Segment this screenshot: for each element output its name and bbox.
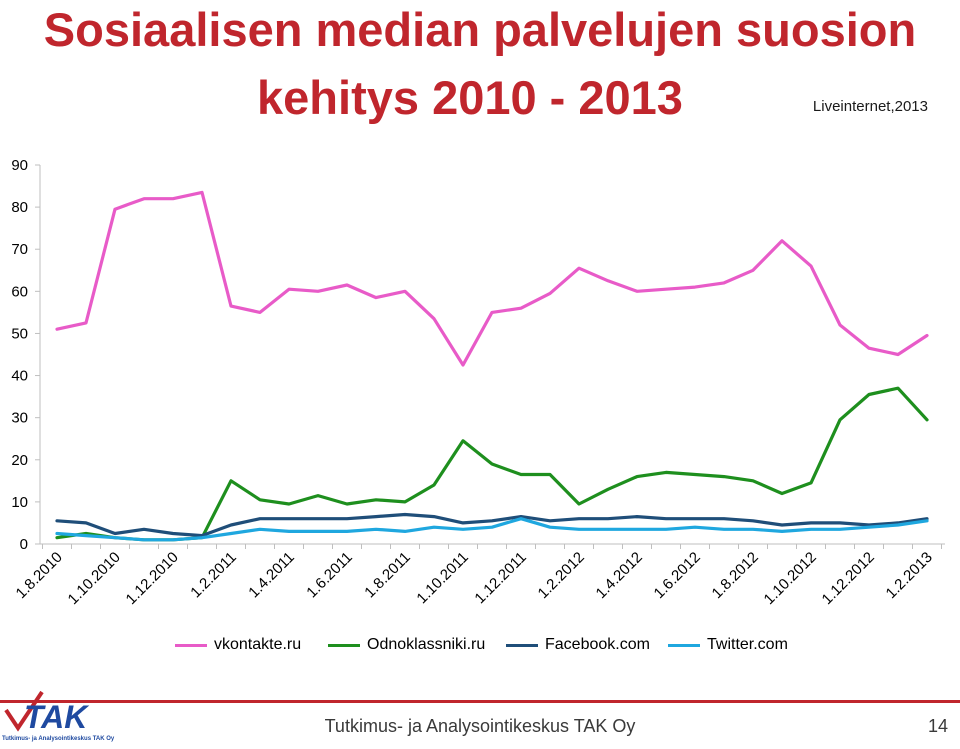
y-tick-label: 40: [11, 368, 28, 385]
legend-swatch-odnoklassniki: [328, 643, 360, 647]
footer-divider: [0, 700, 960, 703]
x-tick-label: 1.10.2010: [65, 549, 124, 608]
y-tick-label: 0: [20, 536, 28, 553]
x-tick-label: 1.4.2011: [245, 549, 298, 602]
y-tick-label: 50: [11, 325, 28, 342]
legend-swatch-twitter: [668, 643, 700, 647]
x-tick-label: 1.4.2012: [593, 549, 646, 602]
x-tick-label: 1.2.2011: [187, 549, 240, 602]
x-tick-label: 1.2.2013: [883, 549, 936, 602]
y-tick-label: 10: [11, 494, 28, 511]
x-tick-label: 1.6.2011: [303, 549, 356, 602]
series-layer: [55, 190, 929, 542]
legend-label-facebook: Facebook.com: [545, 636, 650, 653]
series-line-vkontakte-ru: [55, 190, 929, 367]
legend-item-vkontakte: vkontakte.ru: [175, 636, 301, 654]
chart-title-line-1: Sosiaalisen median palvelujen suosion: [43, 3, 917, 56]
page-number: 14: [927, 716, 948, 736]
chart-axes: [35, 164, 945, 549]
y-tick-label: 80: [11, 199, 28, 216]
logo-subtext: Tutkimus- ja Analysointikeskus TAK Oy: [2, 736, 115, 742]
x-tick-label: 1.8.2010: [13, 549, 66, 602]
y-tick-label: 70: [11, 241, 28, 258]
y-tick-label: 20: [11, 452, 28, 469]
chart-title-line-2: kehitys 2010 - 2013: [257, 71, 683, 124]
x-tick-label: 1.10.2011: [413, 549, 471, 607]
tak-logo: TAK: [4, 690, 90, 735]
x-tick-label: 1.2.2012: [535, 549, 588, 602]
legend-label-odnoklassniki: Odnoklassniki.ru: [367, 636, 486, 653]
x-tick-label: 1.12.2010: [123, 549, 182, 608]
source-label: Liveinternet,2013: [812, 98, 928, 115]
footer-text: Tutkimus- ja Analysointikeskus TAK Oy: [324, 716, 636, 736]
x-tick-label: 1.6.2012: [651, 549, 704, 602]
legend-label-twitter: Twitter.com: [707, 636, 788, 653]
legend-swatch-facebook: [506, 643, 538, 647]
logo-text: TAK: [24, 699, 90, 735]
legend-item-twitter: Twitter.com: [668, 636, 788, 654]
x-tick-label: 1.12.2011: [471, 549, 529, 607]
x-tick-label: 1.12.2012: [819, 549, 878, 608]
x-tick-label: 1.8.2012: [709, 549, 762, 602]
legend-swatch-vkontakte: [175, 643, 207, 647]
legend-item-odnoklassniki: Odnoklassniki.ru: [328, 636, 485, 654]
legend-item-facebook: Facebook.com: [506, 636, 650, 654]
y-tick-label: 60: [11, 283, 28, 300]
series-line-facebook-com: [55, 512, 929, 538]
x-tick-label: 1.8.2011: [361, 549, 414, 602]
legend: vkontakte.ru Odnoklassniki.ru Facebook.c…: [0, 636, 960, 660]
y-tick-label: 30: [11, 410, 28, 427]
line-chart: 01020304050607080901.8.20101.10.20101.12…: [11, 157, 945, 608]
legend-label-vkontakte: vkontakte.ru: [214, 636, 302, 653]
y-tick-label: 90: [11, 157, 28, 174]
x-tick-label: 1.10.2012: [761, 549, 820, 608]
